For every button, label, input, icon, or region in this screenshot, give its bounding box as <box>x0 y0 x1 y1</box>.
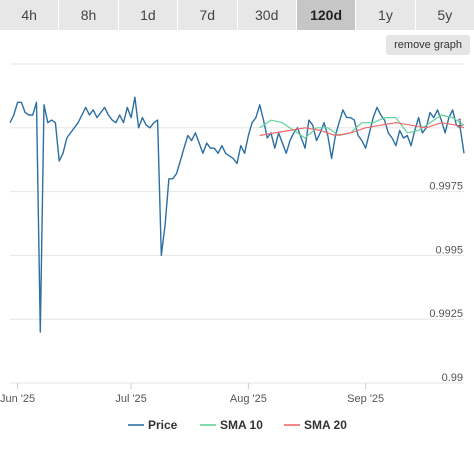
tab-5y[interactable]: 5y <box>415 0 474 30</box>
series-line-sma-20 <box>259 122 465 137</box>
x-tick-label: Sep '25 <box>347 393 384 405</box>
legend-label: SMA 10 <box>220 418 263 432</box>
tab-4h[interactable]: 4h <box>0 0 60 30</box>
y-tick-label: 1 <box>457 117 463 129</box>
legend-label: SMA 20 <box>304 418 347 432</box>
tab-30d[interactable]: 30d <box>237 0 297 30</box>
tab-8h[interactable]: 8h <box>59 0 119 30</box>
series-line-sma-10 <box>259 114 465 139</box>
y-tick-label: 0.9925 <box>429 308 463 320</box>
tab-7d[interactable]: 7d <box>178 0 238 30</box>
series-line-price <box>9 96 465 333</box>
x-tick-label: Jul '25 <box>115 393 146 405</box>
tab-120d[interactable]: 120d <box>296 0 357 30</box>
tab-1d[interactable]: 1d <box>118 0 179 30</box>
x-tick-label: Jun '25 <box>0 393 35 405</box>
y-tick-label: 0.9975 <box>429 181 463 193</box>
y-tick-label: 0.995 <box>435 244 463 256</box>
timeframe-tabs: 4h 8h 1d 7d 30d 120d 1y 5y <box>0 0 474 30</box>
tab-1y[interactable]: 1y <box>356 0 416 30</box>
remove-graph-button[interactable]: remove graph <box>386 35 470 55</box>
y-tick-label: 0.99 <box>442 372 463 384</box>
x-tick-label: Aug '25 <box>230 393 267 405</box>
legend-label: Price <box>148 418 178 432</box>
